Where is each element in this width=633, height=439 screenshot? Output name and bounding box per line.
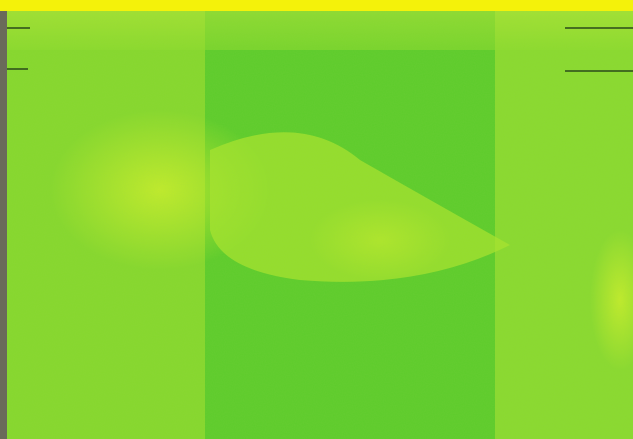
left-strip [0,11,7,439]
page [0,0,633,439]
image [0,0,633,439]
top-band [0,0,633,11]
texture [0,0,633,439]
